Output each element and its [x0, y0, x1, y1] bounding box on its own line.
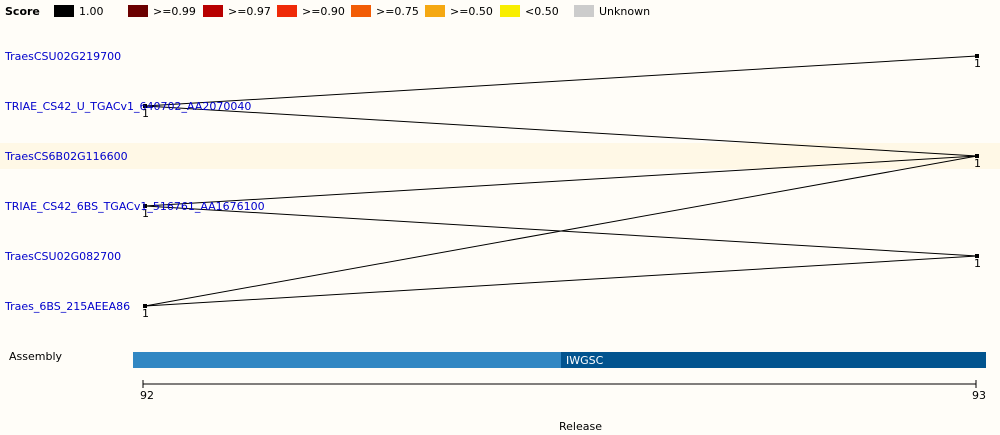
node-count-label: 1	[142, 107, 149, 120]
legend-swatch	[54, 5, 74, 17]
legend-label: >=0.50	[450, 4, 493, 18]
legend-swatch	[500, 5, 520, 17]
legend-item-1-00: 1.00	[54, 4, 104, 18]
legend-label: <0.50	[525, 4, 559, 18]
legend-title: Score	[5, 5, 40, 18]
score-legend: Score 1.00 >=0.99 >=0.97 >=0.90 >=0.75 >…	[0, 0, 1000, 22]
gene-link[interactable]: TraesCSU02G219700	[5, 50, 122, 63]
node-count-label: 1	[974, 57, 981, 70]
gene-link[interactable]: Traes_6BS_215AEEA86	[5, 300, 131, 313]
axis-tick-label: 92	[140, 389, 154, 402]
gene-node[interactable]	[143, 104, 147, 108]
legend-item-0-99: >=0.99	[128, 4, 196, 18]
node-count-label: 1	[142, 307, 149, 320]
legend-item-0-90: >=0.90	[277, 4, 345, 18]
gene-node[interactable]	[975, 254, 979, 258]
legend-label: >=0.97	[228, 4, 271, 18]
legend-label: Unknown	[599, 4, 651, 18]
assembly-bar-release-92[interactable]	[133, 352, 561, 368]
legend-label: >=0.90	[302, 4, 345, 18]
assembly-bar-release-93[interactable]: IWGSC	[561, 352, 986, 368]
legend-swatch	[351, 5, 371, 17]
gene-node[interactable]	[975, 54, 979, 58]
legend-label: >=0.75	[376, 4, 419, 18]
legend-item-below-0-50: <0.50	[500, 4, 559, 18]
assembly-label: Assembly	[9, 350, 63, 363]
legend-swatch	[128, 5, 148, 17]
assembly-bar-label: IWGSC	[566, 354, 604, 367]
gene-link[interactable]: TraesCS6B02G116600	[5, 150, 128, 163]
axis-tick-label: 93	[972, 389, 986, 402]
legend-label: 1.00	[79, 4, 104, 18]
legend-item-unknown: Unknown	[574, 4, 651, 18]
legend-item-0-75: >=0.75	[351, 4, 419, 18]
connection-line	[144, 155, 978, 207]
node-count-label: 1	[974, 257, 981, 270]
gene-link[interactable]: TraesCSU02G082700	[5, 250, 122, 263]
legend-swatch	[203, 5, 223, 17]
legend-swatch	[574, 5, 594, 17]
gene-node[interactable]	[143, 304, 147, 308]
gene-node[interactable]	[143, 204, 147, 208]
gene-link[interactable]: TRIAE_CS42_U_TGACv1_640702_AA2070040	[5, 100, 252, 113]
connection-line	[144, 255, 978, 307]
legend-label: >=0.99	[153, 4, 196, 18]
gene-link[interactable]: TRIAE_CS42_6BS_TGACv1_516761_AA1676100	[5, 200, 265, 213]
legend-swatch	[277, 5, 297, 17]
node-count-label: 1	[142, 207, 149, 220]
node-count-label: 1	[974, 157, 981, 170]
legend-swatch	[425, 5, 445, 17]
connection-line	[144, 155, 978, 307]
axis-title: Release	[559, 420, 602, 433]
connection-line	[144, 105, 978, 157]
legend-item-0-97: >=0.97	[203, 4, 271, 18]
connection-line	[144, 55, 978, 107]
gene-node[interactable]	[975, 154, 979, 158]
legend-item-0-50: >=0.50	[425, 4, 493, 18]
